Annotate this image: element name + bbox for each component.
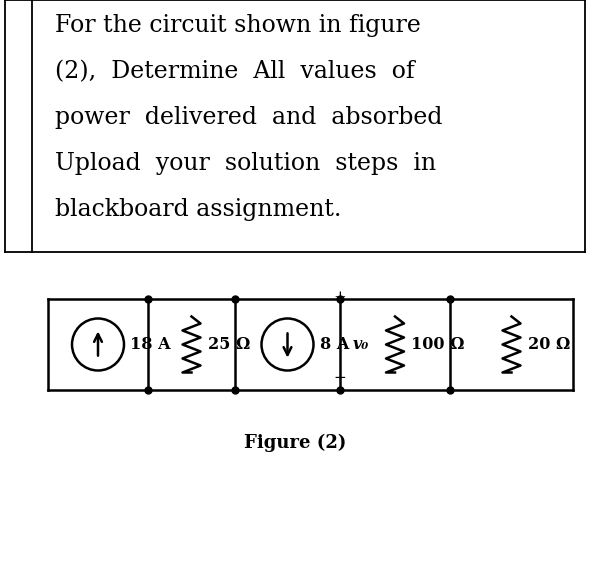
Text: 8 A: 8 A <box>320 336 349 353</box>
Text: v₀: v₀ <box>353 336 369 353</box>
Text: Figure (2): Figure (2) <box>244 434 346 452</box>
Text: 18 A: 18 A <box>130 336 171 353</box>
Text: blackboard assignment.: blackboard assignment. <box>55 198 342 221</box>
Text: 20 Ω: 20 Ω <box>528 336 570 353</box>
Text: power  delivered  and  absorbed: power delivered and absorbed <box>55 106 443 129</box>
Text: For the circuit shown in figure: For the circuit shown in figure <box>55 14 421 37</box>
Text: (2),  Determine  All  values  of: (2), Determine All values of <box>55 60 415 83</box>
Text: Upload  your  solution  steps  in: Upload your solution steps in <box>55 152 436 175</box>
Text: 100 Ω: 100 Ω <box>411 336 465 353</box>
Text: 25 Ω: 25 Ω <box>207 336 250 353</box>
Text: −: − <box>334 371 346 385</box>
Text: +: + <box>334 290 346 304</box>
